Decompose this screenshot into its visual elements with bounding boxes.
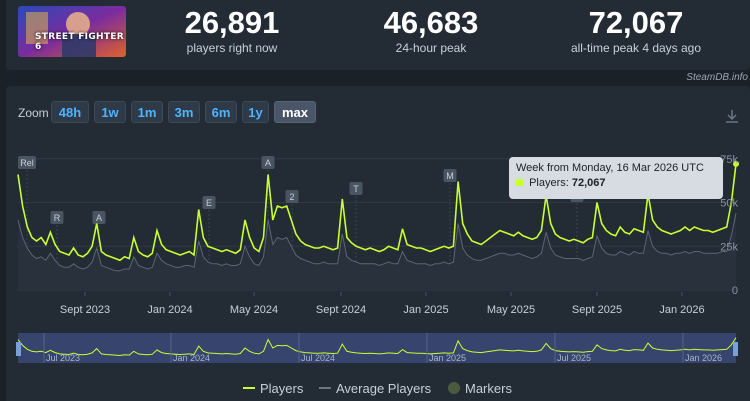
tooltip-series-dot [516, 179, 523, 186]
alltime-label: all-time peak 4 days ago [570, 41, 702, 55]
legend-markers-swatch [448, 382, 460, 394]
zoom-48h-button[interactable]: 48h [51, 101, 89, 123]
download-icon[interactable] [724, 108, 740, 124]
legend-average-swatch [319, 387, 331, 389]
stat-current: 26,891 players right now [157, 5, 307, 56]
legend-markers-label: Markers [465, 380, 512, 396]
zoom-3m-button[interactable]: 3m [168, 101, 200, 123]
game-title: STREET FIGHTER 6 [35, 32, 124, 52]
stats-header: STREET FIGHTER 6 26,891 players right no… [6, 0, 750, 70]
current-players-label: players right now [186, 41, 278, 55]
alltime-value: 72,067 [588, 5, 684, 40]
tooltip-title: Week from Monday, 16 Mar 2026 UTC [516, 162, 704, 174]
legend-players-label: Players [260, 380, 304, 396]
tooltip-value-row: Players: 72,067 [516, 177, 716, 189]
chart-panel: Zoom 48h 1w 1m 3m 6m 1y max [6, 86, 750, 401]
chart-tooltip: Week from Monday, 16 Mar 2026 UTC Player… [509, 157, 723, 199]
tooltip-value: 72,067 [571, 177, 606, 189]
stat-24h-peak: 46,683 24-hour peak [356, 5, 506, 56]
legend-average[interactable]: Average Players [319, 380, 432, 396]
zoom-6m-button[interactable]: 6m [205, 101, 237, 123]
zoom-1m-button[interactable]: 1m [131, 101, 163, 123]
game-art-image [18, 6, 126, 57]
stat-alltime-peak: 72,067 all-time peak 4 days ago [561, 5, 711, 56]
tooltip-series-label: Players: [529, 177, 569, 189]
game-thumbnail[interactable]: STREET FIGHTER 6 [18, 6, 126, 57]
steamdb-watermark[interactable]: SteamDB.info [686, 72, 748, 83]
current-players-value: 26,891 [184, 5, 280, 40]
legend-markers[interactable]: Markers [448, 380, 512, 396]
legend-players[interactable]: Players [243, 380, 304, 396]
legend-players-swatch [243, 387, 255, 389]
legend-average-label: Average Players [336, 380, 432, 396]
zoom-max-button[interactable]: max [274, 101, 316, 123]
peak24-label: 24-hour peak [395, 41, 467, 55]
zoom-1y-button[interactable]: 1y [242, 101, 269, 123]
peak24-value: 46,683 [383, 5, 479, 40]
zoom-label: Zoom [18, 106, 49, 120]
zoom-1w-button[interactable]: 1w [94, 101, 126, 123]
